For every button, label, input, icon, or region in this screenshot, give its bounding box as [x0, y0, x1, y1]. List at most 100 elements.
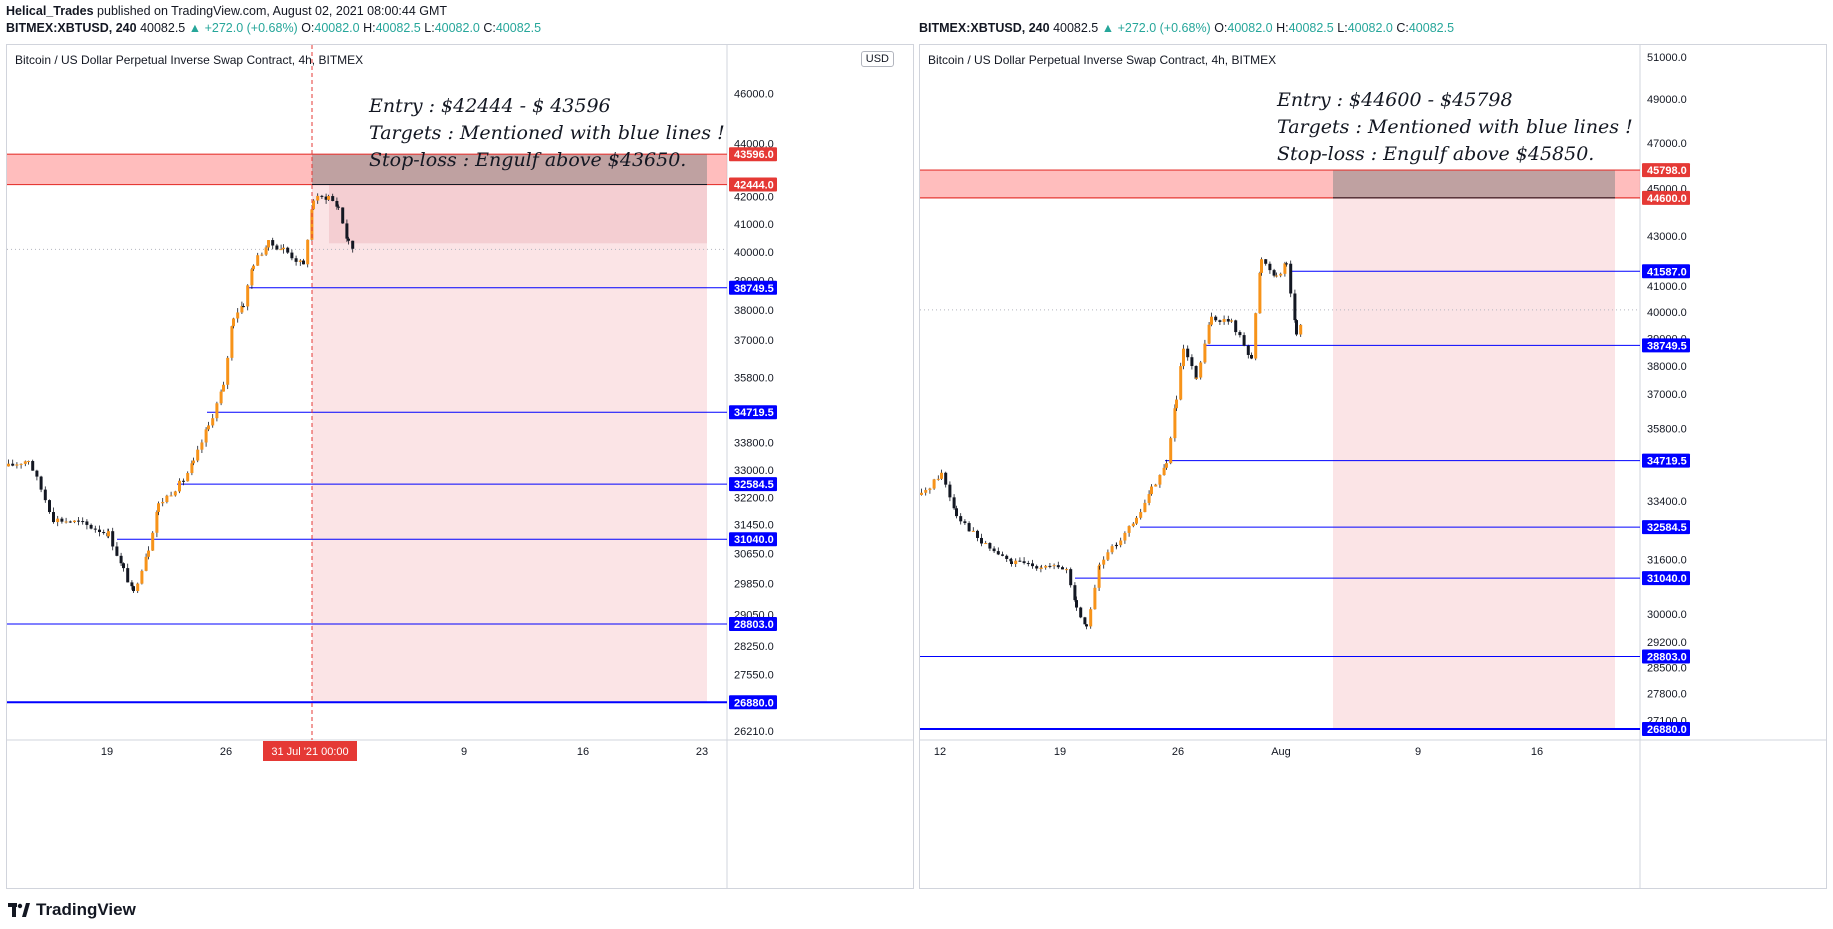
target-price-label-bg [729, 695, 777, 710]
symbol-label[interactable]: BITMEX:XBTUSD, 240 [919, 21, 1050, 35]
candle-body [1272, 270, 1276, 276]
candle-body [1230, 320, 1233, 322]
candle-body [126, 568, 130, 583]
candle-body [298, 260, 302, 262]
candle-body [1182, 348, 1185, 367]
publisher-name[interactable]: Helical_Trades [6, 4, 94, 18]
y-tick-label: 35800.0 [1647, 423, 1687, 435]
candle-body [190, 463, 194, 474]
close-value: 40082.5 [495, 21, 542, 35]
last-price: 40082.5 [1053, 21, 1099, 35]
tradingview-logo[interactable]: TradingView [8, 900, 136, 920]
candle-body [337, 206, 340, 208]
candle-body [1143, 502, 1147, 513]
candle-body [347, 238, 350, 241]
candle-body [1190, 357, 1194, 367]
candle-body [310, 209, 314, 240]
chart-panel-left[interactable]: 46000.044000.042000.041000.040000.039000… [6, 44, 914, 889]
y-tick-label: 41000.0 [1647, 281, 1687, 293]
price-change: ▲ +272.0 (+0.68%) [1101, 21, 1211, 35]
candle-body [1098, 564, 1101, 566]
chart-panel-right[interactable]: 51000.0 49000.0 47000.0 45000.0 43000.0 41000… [919, 44, 1827, 889]
target-price-label-bg [1642, 264, 1690, 279]
candle-body [1293, 293, 1297, 321]
high-label: H: [363, 21, 376, 35]
candle-body [924, 490, 928, 493]
target-price-label-bg [1642, 338, 1690, 353]
candle-body [279, 249, 283, 251]
note-targets: Targets : Mentioned with blue lines ! [369, 122, 725, 144]
candle-body [1173, 408, 1177, 439]
candle-body [1026, 563, 1030, 565]
candle-body [207, 425, 210, 430]
currency-badge[interactable]: USD [860, 51, 894, 67]
candle-body [35, 470, 39, 477]
candle-body [155, 511, 159, 533]
target-price-label-bg [729, 405, 777, 420]
symbol-label[interactable]: BITMEX:XBTUSD, 240 [6, 21, 137, 35]
candle-body [211, 418, 215, 426]
chart-canvas-left[interactable]: 46000.044000.042000.041000.040000.039000… [7, 45, 914, 889]
candle-body [52, 512, 55, 523]
candle-body [1169, 438, 1173, 464]
candle-body [1165, 463, 1168, 468]
high-value: 40082.5 [375, 21, 421, 35]
trade-note: Entry : $42444 - $ 43596 Targets : Menti… [369, 93, 725, 174]
trade-note: Entry : $44600 - $45798 Targets : Mentio… [1277, 87, 1633, 168]
candle-body [39, 476, 43, 490]
candle-body [230, 326, 234, 358]
candle-body [111, 531, 115, 547]
candle-body [1238, 332, 1242, 336]
open-label: O: [301, 21, 315, 35]
open-value: 40082.0 [1227, 21, 1273, 35]
candle-body [1264, 259, 1268, 264]
candle-body [988, 543, 992, 549]
candle-body [1186, 348, 1190, 358]
candle-body [215, 403, 219, 419]
candle-body [335, 200, 339, 207]
target-price-label: 41587.0 [1647, 266, 1687, 278]
entry-low-label: 44600.0 [1647, 193, 1687, 205]
candle-body [260, 254, 264, 256]
candle-body [1139, 512, 1143, 518]
target-price-label: 31040.0 [734, 534, 774, 546]
candle-body [161, 501, 165, 504]
candle-body [302, 260, 305, 265]
x-tick-label: 16 [577, 746, 589, 758]
candle-body [1234, 320, 1238, 333]
candle-body [222, 384, 225, 392]
y-tick-label: 49000.0 [1647, 94, 1687, 106]
candle-body [1110, 546, 1114, 553]
candle-body [1222, 319, 1226, 322]
candle-body [1279, 273, 1283, 276]
y-tick-label: 27800.0 [1647, 689, 1687, 701]
target-price-label: 34719.5 [1647, 456, 1687, 468]
y-tick-label: 28500.0 [1647, 663, 1687, 675]
target-price-label: 32584.5 [1647, 522, 1687, 534]
candle-body [136, 583, 140, 592]
close-value: 40082.5 [1408, 21, 1455, 35]
candle-body [1075, 600, 1078, 608]
candle-body [963, 521, 967, 524]
candle-body [68, 521, 72, 523]
entry-high-label: 43596.0 [734, 149, 774, 161]
candle-body [1010, 561, 1013, 565]
candle-body [952, 497, 956, 509]
candle-body [11, 463, 15, 466]
high-label: H: [1276, 21, 1289, 35]
candle-body [119, 555, 123, 564]
publish-info: Helical_Trades published on TradingView.… [6, 4, 447, 18]
high-value: 40082.5 [1288, 21, 1334, 35]
symbol-legend-right: BITMEX:XBTUSD, 240 40082.5 ▲ +272.0 (+0.… [919, 21, 1454, 35]
candle-body [932, 479, 936, 489]
y-tick-label: 31600.0 [1647, 554, 1687, 566]
candle-body [246, 285, 250, 307]
entry-low-label-bg [1642, 190, 1690, 205]
chart-canvas-right[interactable]: 51000.049000.047000.045000.043000.041000… [920, 45, 1827, 889]
candle-body [256, 255, 260, 266]
candle-body [132, 586, 135, 592]
candle-body [81, 521, 85, 523]
candle-body [107, 531, 110, 537]
candle-body [236, 312, 240, 319]
candle-body [1065, 569, 1068, 571]
